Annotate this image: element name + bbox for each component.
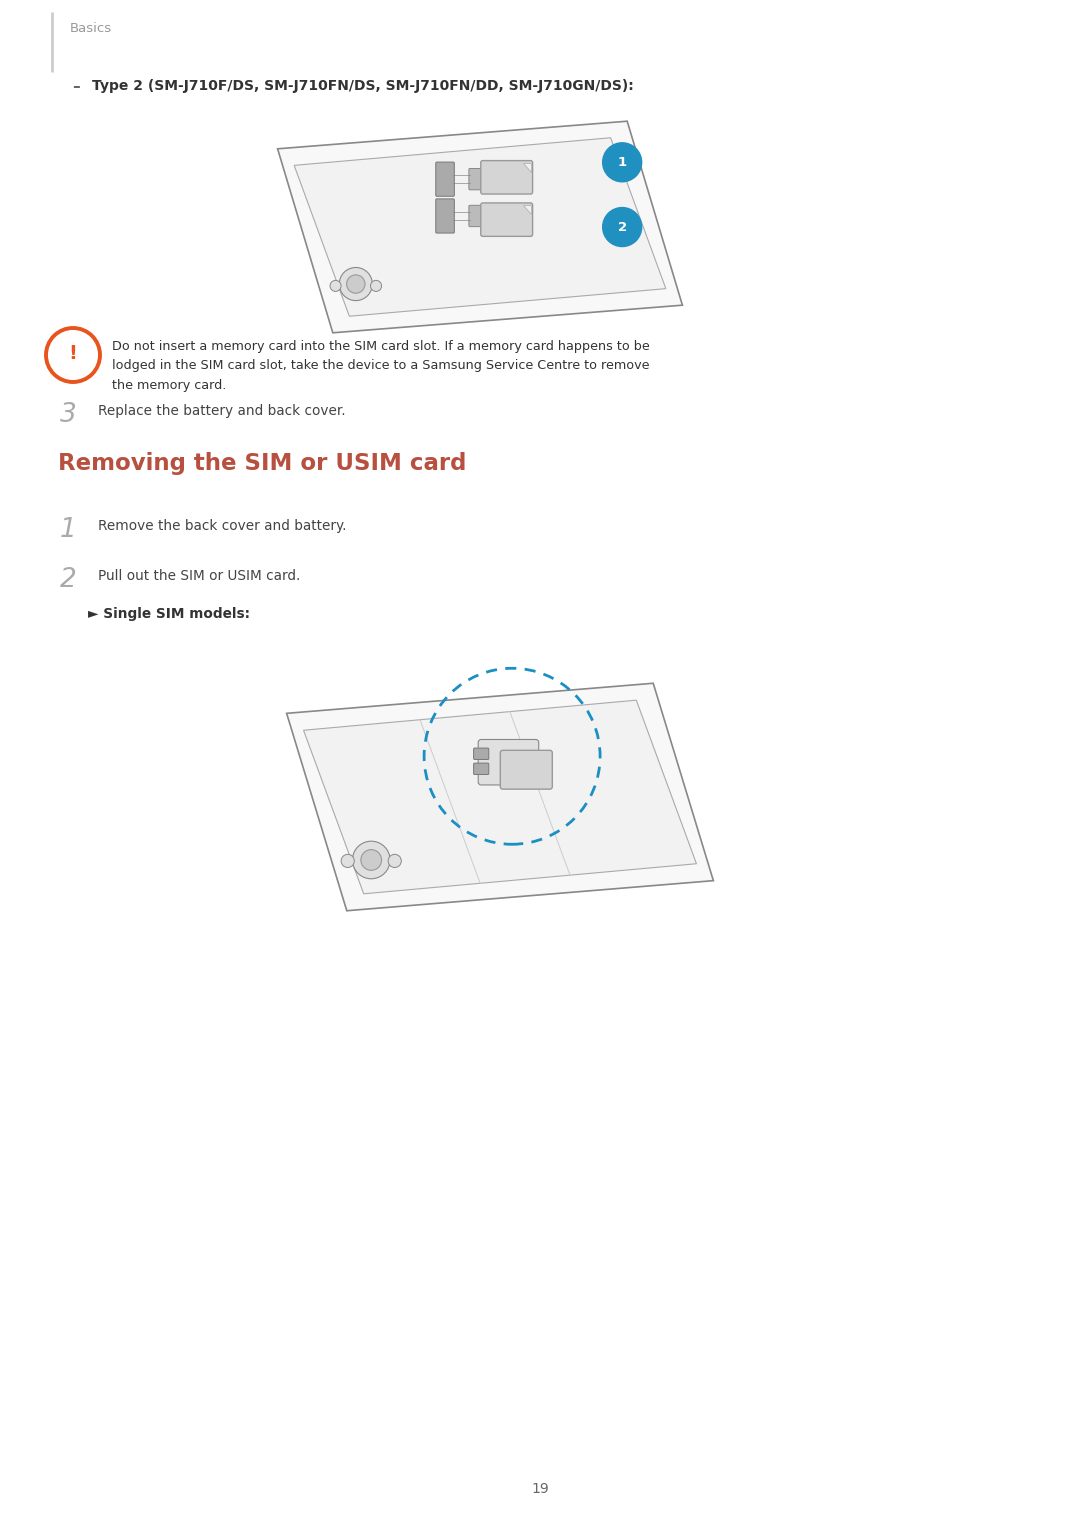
Circle shape [330,281,341,292]
Circle shape [347,275,365,293]
Text: the memory card.: the memory card. [112,379,227,392]
Text: 1: 1 [618,156,626,169]
Polygon shape [303,701,697,893]
Circle shape [603,208,642,246]
Polygon shape [523,205,530,214]
Text: Replace the battery and back cover.: Replace the battery and back cover. [98,405,346,418]
Text: 2: 2 [60,567,77,592]
Circle shape [388,854,402,867]
Circle shape [603,144,642,182]
FancyBboxPatch shape [481,160,532,194]
FancyBboxPatch shape [500,750,552,789]
FancyBboxPatch shape [435,162,455,197]
FancyBboxPatch shape [474,764,489,774]
Polygon shape [278,121,683,333]
Circle shape [341,854,354,867]
FancyBboxPatch shape [435,199,455,234]
Text: Type 2 (SM-J710F/DS, SM-J710FN/DS, SM-J710FN/DD, SM-J710GN/DS):: Type 2 (SM-J710F/DS, SM-J710FN/DS, SM-J7… [92,79,634,93]
Text: 3: 3 [60,402,77,428]
Text: Do not insert a memory card into the SIM card slot. If a memory card happens to : Do not insert a memory card into the SIM… [112,341,650,353]
Text: 19: 19 [531,1483,549,1496]
Text: 2: 2 [618,220,626,234]
Circle shape [352,841,390,878]
FancyBboxPatch shape [469,205,487,226]
Polygon shape [294,137,666,316]
Circle shape [370,281,381,292]
Text: Basics: Basics [70,21,112,35]
Text: Removing the SIM or USIM card: Removing the SIM or USIM card [58,452,467,475]
FancyBboxPatch shape [469,168,487,189]
Text: 1: 1 [60,518,77,544]
Circle shape [339,267,373,301]
Text: !: ! [68,345,78,363]
Text: ► Single SIM models:: ► Single SIM models: [87,608,249,621]
Text: –: – [72,79,80,95]
Circle shape [361,849,381,870]
Polygon shape [523,162,530,173]
FancyBboxPatch shape [478,739,539,785]
Text: Pull out the SIM or USIM card.: Pull out the SIM or USIM card. [98,570,300,583]
FancyBboxPatch shape [474,748,489,759]
FancyBboxPatch shape [481,203,532,237]
Text: Remove the back cover and battery.: Remove the back cover and battery. [98,519,347,533]
Text: lodged in the SIM card slot, take the device to a Samsung Service Centre to remo: lodged in the SIM card slot, take the de… [112,359,649,373]
Polygon shape [286,683,714,910]
